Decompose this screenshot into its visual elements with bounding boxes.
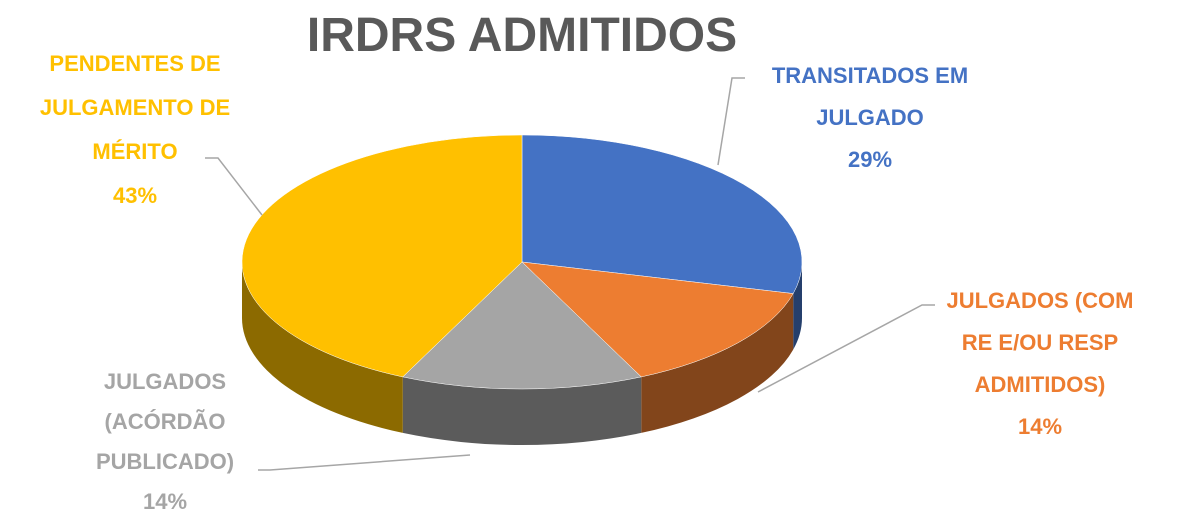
slice (521, 261, 794, 378)
label-value: 29% (847, 147, 893, 172)
label-name: JULGADOS (ACÓRDÃO PUBLICADO) (95, 369, 235, 474)
label-name: PENDENTES DE JULGAMENTO DE MÉRITO (39, 51, 231, 164)
label-name: TRANSITADOS EM JULGADO (771, 63, 969, 130)
data-label: TRANSITADOS EM JULGADO 29% (745, 55, 995, 181)
slice-side (641, 293, 794, 433)
slice-side (402, 376, 642, 445)
slice (402, 261, 642, 390)
leader-line (717, 77, 745, 166)
data-label: JULGADOS (COM RE E/OU RESP ADMITIDOS) 14% (940, 280, 1140, 448)
leader-line (205, 157, 263, 216)
slice-side (793, 262, 802, 350)
chart-title: IRDRS ADMITIDOS (306, 9, 738, 62)
slice-side (242, 262, 403, 433)
pie (241, 134, 803, 445)
label-value: 14% (1017, 414, 1063, 439)
data-label: JULGADOS (ACÓRDÃO PUBLICADO) 14% (90, 362, 240, 522)
slice (521, 134, 803, 294)
label-value: 43% (112, 183, 158, 208)
slice (241, 134, 523, 378)
data-label: PENDENTES DE JULGAMENTO DE MÉRITO 43% (30, 42, 240, 218)
label-name: JULGADOS (COM RE E/OU RESP ADMITIDOS) (946, 288, 1134, 397)
leader-line (757, 304, 935, 393)
label-value: 14% (142, 489, 188, 514)
leader-lines (205, 77, 935, 471)
leader-line (258, 454, 471, 471)
